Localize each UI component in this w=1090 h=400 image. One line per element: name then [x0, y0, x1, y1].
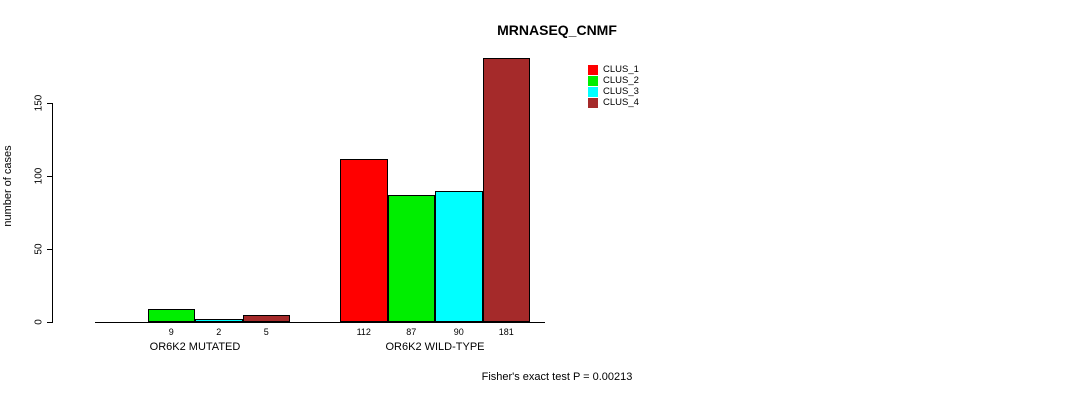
legend-label: CLUS_1 — [603, 64, 639, 75]
bar-clus_1 — [340, 159, 388, 322]
legend-swatch-icon — [588, 75, 598, 86]
y-tick-label: 100 — [33, 167, 45, 185]
y-tick-mark — [47, 322, 52, 323]
chart-title: MRNASEQ_CNMF — [497, 22, 617, 38]
legend-label: CLUS_3 — [603, 86, 639, 97]
bar-clus_4 — [482, 58, 530, 322]
legend: CLUS_1 CLUS_2 CLUS_3 CLUS_4 — [588, 64, 639, 108]
y-axis-label: number of cases — [2, 145, 14, 227]
legend-swatch-icon — [588, 64, 598, 75]
legend-swatch-icon — [588, 86, 598, 97]
bar-count-label: 2 — [216, 327, 222, 337]
bar-count-label: 112 — [356, 327, 371, 337]
y-tick-mark — [47, 249, 52, 251]
bar-count-label: 87 — [406, 327, 417, 337]
y-axis-line — [52, 103, 53, 323]
fisher-test-annotation: Fisher's exact test P = 0.00213 — [481, 371, 633, 383]
legend-label: CLUS_2 — [603, 75, 639, 86]
bar-clus_2 — [147, 309, 195, 322]
group-label: OR6K2 WILD-TYPE — [385, 341, 485, 353]
legend-item-clus_3: CLUS_3 — [588, 86, 639, 97]
bar-clus_3 — [435, 191, 483, 322]
y-tick-mark — [47, 103, 52, 105]
x-axis-line — [95, 322, 545, 323]
legend-item-clus_2: CLUS_2 — [588, 75, 639, 86]
legend-item-clus_1: CLUS_1 — [588, 64, 639, 75]
group-label: OR6K2 MUTATED — [149, 341, 241, 353]
bar-count-label: 90 — [453, 327, 464, 337]
y-tick-label: 0 — [33, 319, 45, 325]
legend-item-clus_4: CLUS_4 — [588, 97, 639, 108]
legend-label: CLUS_4 — [603, 97, 639, 108]
bar-count-label: 5 — [263, 327, 269, 337]
bar-clus_2 — [387, 195, 435, 322]
bar-clus_3 — [195, 319, 243, 322]
y-tick-label: 50 — [33, 243, 45, 255]
y-tick-mark — [47, 176, 52, 178]
y-tick-label: 150 — [33, 94, 45, 112]
bar-count-label: 9 — [168, 327, 174, 337]
bar-count-label: 181 — [498, 327, 514, 337]
bar-clus_4 — [242, 315, 290, 322]
legend-swatch-icon — [588, 97, 598, 108]
